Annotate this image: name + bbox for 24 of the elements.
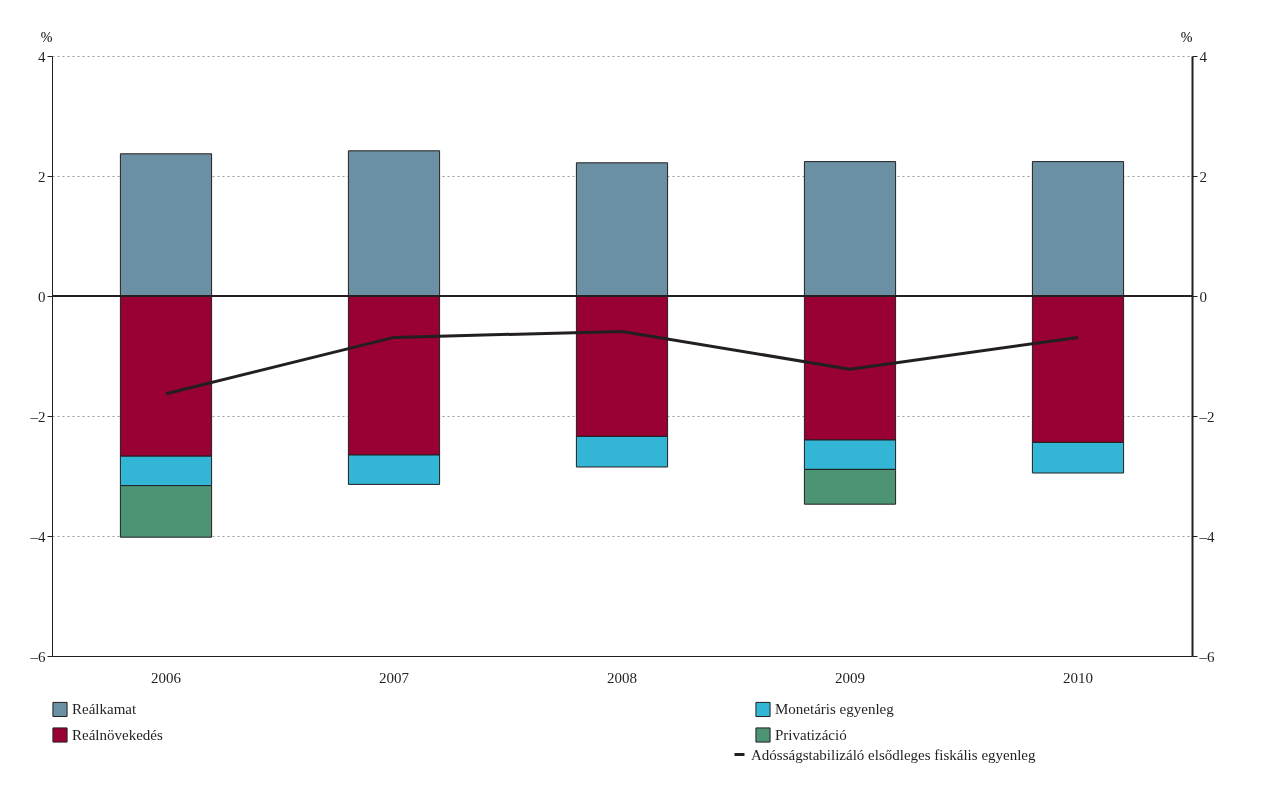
x-tick-label: 2008	[607, 669, 637, 686]
x-tick-label: 2006	[151, 669, 182, 686]
y-tick-label: 0	[38, 288, 46, 305]
x-tick-label: 2009	[835, 669, 865, 686]
y-tick-label: 4	[38, 48, 46, 65]
legend-label: Reálnövekedés	[72, 727, 163, 743]
legend-label: Adósságstabilizáló elsődleges fiskális egyenleg	[751, 746, 1037, 763]
legend-label: Monetáris egyenleg	[775, 701, 895, 718]
y-axis-title: %	[40, 29, 53, 45]
y2-axis-title: %	[1180, 29, 1193, 45]
y2-tick-label: 0	[1199, 288, 1207, 305]
x-tick-label: 2007	[379, 669, 410, 686]
y2-tick-label: 4	[1199, 48, 1208, 65]
legend-label: Reálkamat	[72, 701, 137, 718]
y-tick-label: 2	[38, 168, 46, 185]
x-tick-label: 2010	[1063, 669, 1093, 686]
y2-tick-label: –2	[1198, 408, 1215, 425]
y-tick-label: –4	[29, 528, 46, 545]
y2-tick-label: –6	[1198, 648, 1215, 665]
y-tick-label: –6	[29, 648, 46, 665]
y2-tick-label: 2	[1199, 168, 1207, 185]
legend-label: Privatizáció	[775, 727, 847, 743]
y2-tick-label: –4	[1198, 528, 1215, 545]
y-tick-label: –2	[29, 408, 46, 425]
